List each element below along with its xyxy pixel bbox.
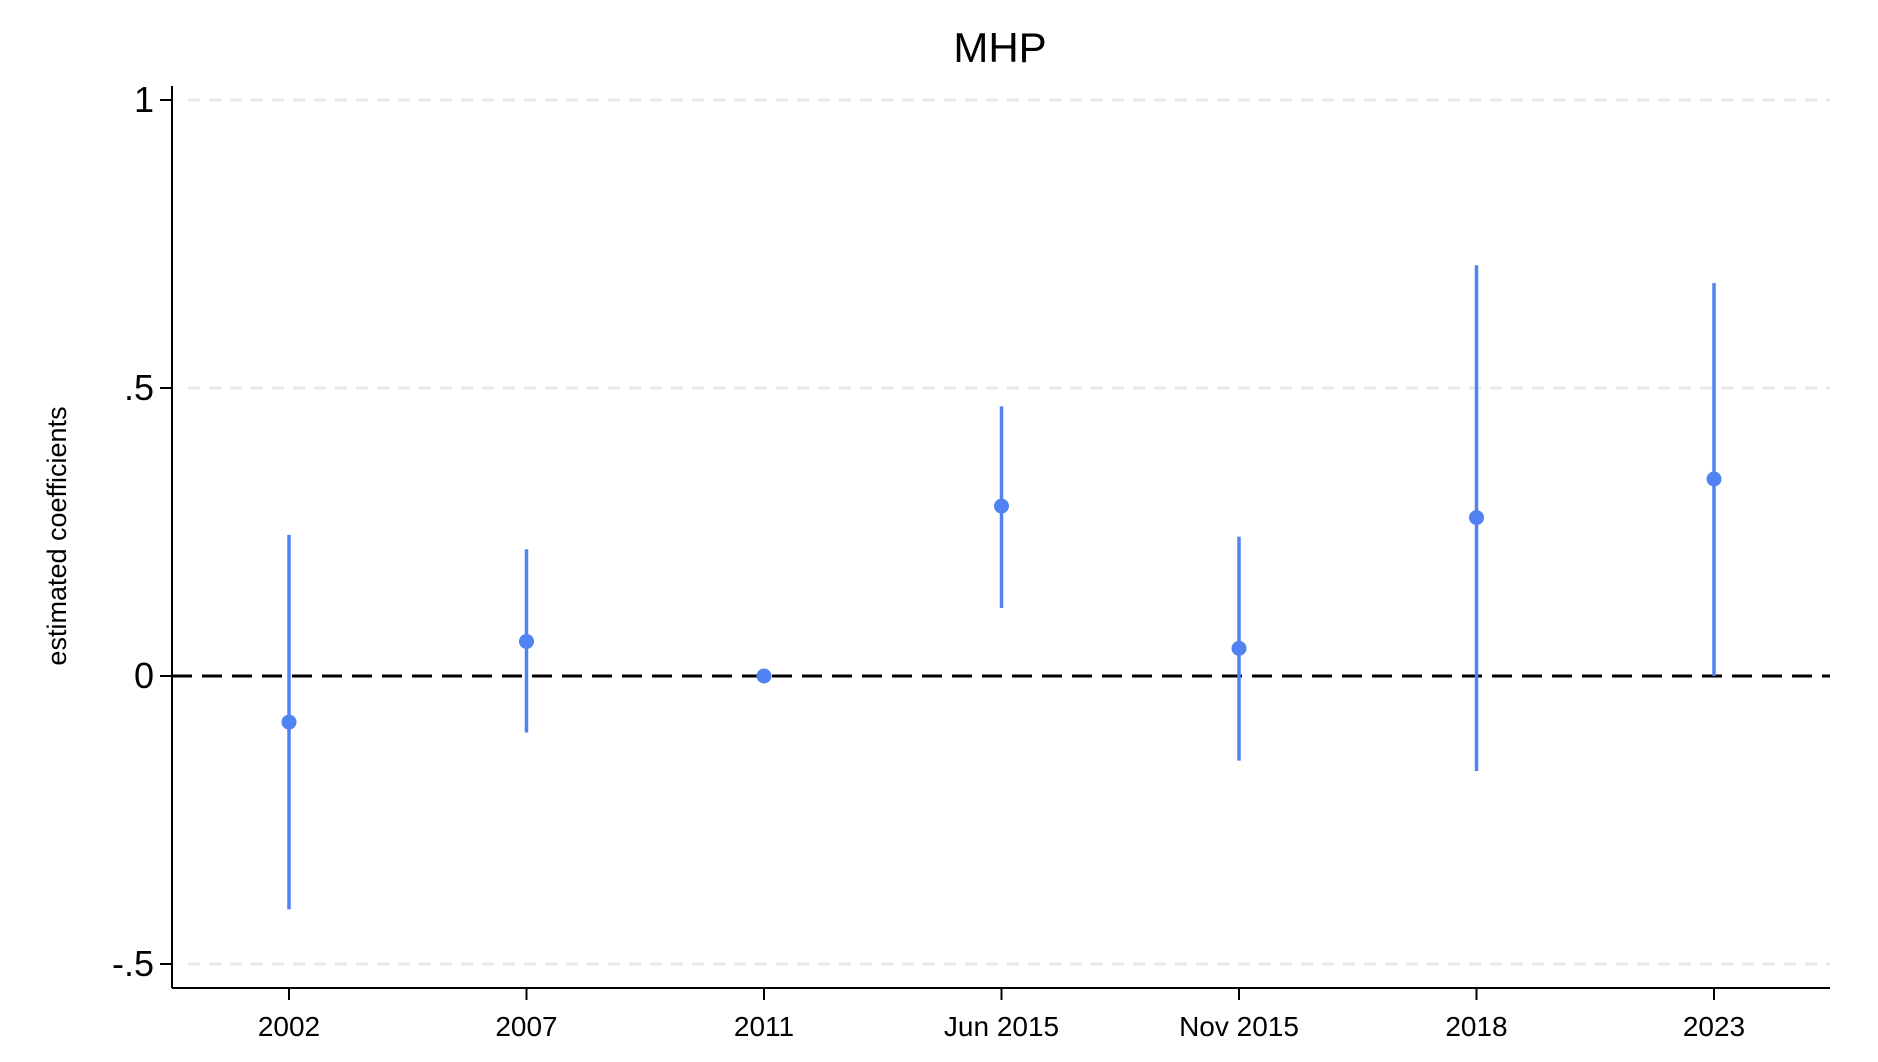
x-axis-ticks: 2002 2007 2011 Jun 2015 Nov 2015 2018 2023 xyxy=(258,988,1745,1042)
y-axis-ticks: 1 .5 0 -.5 xyxy=(112,79,172,984)
x-tick-label: 2023 xyxy=(1683,1011,1745,1042)
y-axis-label: estimated coefficients xyxy=(42,406,72,665)
point-estimate-marker xyxy=(281,714,297,730)
y-tick-label: -.5 xyxy=(112,943,154,984)
x-tick-label: Jun 2015 xyxy=(944,1011,1059,1042)
point-estimate-marker xyxy=(519,633,534,649)
y-tick-label: 0 xyxy=(134,655,154,696)
y-tick-label: .5 xyxy=(124,367,154,408)
x-tick-label: 2002 xyxy=(258,1011,320,1042)
point-estimate-marker xyxy=(994,498,1009,514)
point-estimate-marker xyxy=(1706,471,1722,487)
chart-title: MHP xyxy=(953,24,1046,71)
gridlines xyxy=(188,98,1830,966)
x-tick-label: 2007 xyxy=(495,1011,557,1042)
confidence-intervals xyxy=(287,265,1716,910)
point-estimate-marker xyxy=(1469,510,1484,526)
y-tick-label: 1 xyxy=(134,79,154,120)
point-estimate-marker xyxy=(756,668,772,684)
x-tick-label: 2018 xyxy=(1445,1011,1507,1042)
x-tick-label: 2011 xyxy=(734,1011,794,1042)
point-estimate-marker xyxy=(1231,640,1247,656)
x-tick-label: Nov 2015 xyxy=(1179,1011,1299,1042)
point-estimates xyxy=(281,471,1722,730)
